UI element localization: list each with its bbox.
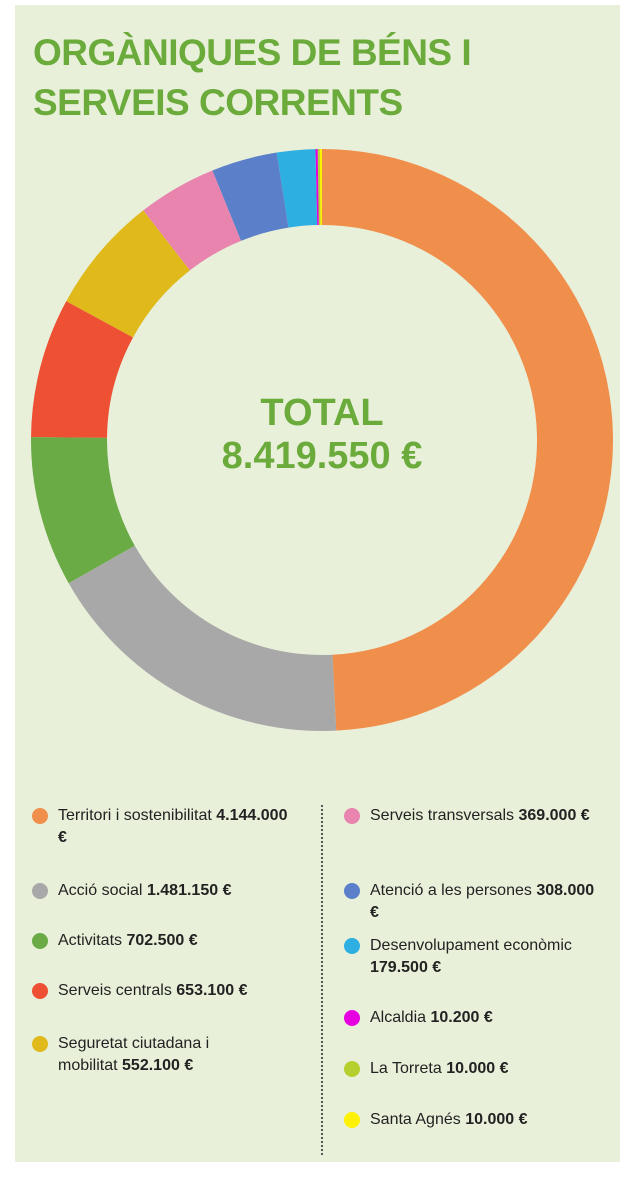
chart: TOTAL 8.419.550 €	[31, 149, 614, 731]
slice	[276, 149, 318, 228]
slice	[212, 152, 289, 241]
legend-value: 653.100 €	[176, 982, 248, 999]
legend-label: Acció social	[58, 882, 143, 899]
legend-marker	[344, 808, 360, 824]
slice	[68, 545, 337, 731]
slice	[319, 149, 322, 226]
chart-title: ORGÀNIQUES DE BÉNS I SERVEIS CORRENTS	[33, 32, 472, 123]
legend-marker	[344, 883, 360, 899]
legend-marker	[32, 808, 48, 824]
slice	[143, 170, 241, 271]
legend-marker	[32, 933, 48, 949]
legend-marker	[32, 1036, 48, 1052]
legend-label: Serveis centrals	[58, 982, 172, 999]
legend-item: Alcaldia 10.200 €	[370, 1007, 600, 1029]
legend-value: 1.481.150 €	[146, 882, 232, 899]
legend-marker	[32, 983, 48, 999]
legend-item: La Torreta 10.000 €	[370, 1058, 600, 1080]
legend-label: Desenvolupament econòmic	[370, 937, 572, 954]
slice	[315, 149, 319, 226]
slice	[317, 149, 321, 226]
legend-value: 10.200 €	[430, 1009, 493, 1026]
legend-label: Territori i sostenibilitat	[58, 807, 212, 824]
legend-marker	[32, 883, 48, 899]
legend-item: Seguretat ciutadana i mobilitat 552.100 …	[58, 1033, 258, 1077]
legend-item: Desenvolupament econòmic 179.500 €	[370, 935, 590, 979]
legend-item: Activitats 702.500 €	[58, 930, 308, 952]
legend-label: Serveis transversals	[370, 807, 515, 824]
legend-label: La Torreta	[370, 1060, 442, 1077]
legend-value: 179.500 €	[370, 959, 442, 976]
legend-item: Santa Agnés 10.000 €	[370, 1109, 600, 1131]
legend-marker	[344, 1112, 360, 1128]
legend-item: Atenció a les persones 308.000 €	[370, 880, 600, 924]
legend-item: Acció social 1.481.150 €	[58, 880, 308, 902]
legend-label: Activitats	[58, 932, 123, 949]
legend-label: Santa Agnés	[370, 1111, 461, 1128]
legend-value: 369.000 €	[518, 807, 590, 824]
center-total: 8.419.550 €	[222, 435, 423, 477]
legend-value: 702.500 €	[126, 932, 198, 949]
legend-item: Serveis centrals 653.100 €	[58, 980, 308, 1002]
center-title: TOTAL	[260, 392, 383, 434]
slice	[322, 149, 614, 731]
legend-value: 10.000 €	[446, 1060, 509, 1077]
slice	[31, 437, 135, 584]
legend-value: 308.000 €	[370, 882, 595, 921]
legend-item: Serveis transversals 369.000 €	[370, 805, 600, 827]
legend-label: Seguretat ciutadana i mobilitat	[58, 1035, 210, 1074]
legend-value: 10.000 €	[465, 1111, 528, 1128]
legend-marker	[344, 938, 360, 954]
legend-marker	[344, 1010, 360, 1026]
legend-value: 4.144.000 €	[58, 807, 288, 846]
legend-marker	[344, 1061, 360, 1077]
legend-item: Territori i sostenibilitat 4.144.000 €	[58, 805, 288, 849]
separator	[321, 805, 323, 1155]
legend-value: 552.100 €	[122, 1057, 194, 1074]
legend-label: Atenció a les persones	[370, 882, 532, 899]
slice	[31, 301, 134, 438]
legend-label: Alcaldia	[370, 1009, 427, 1026]
slice	[66, 210, 190, 338]
